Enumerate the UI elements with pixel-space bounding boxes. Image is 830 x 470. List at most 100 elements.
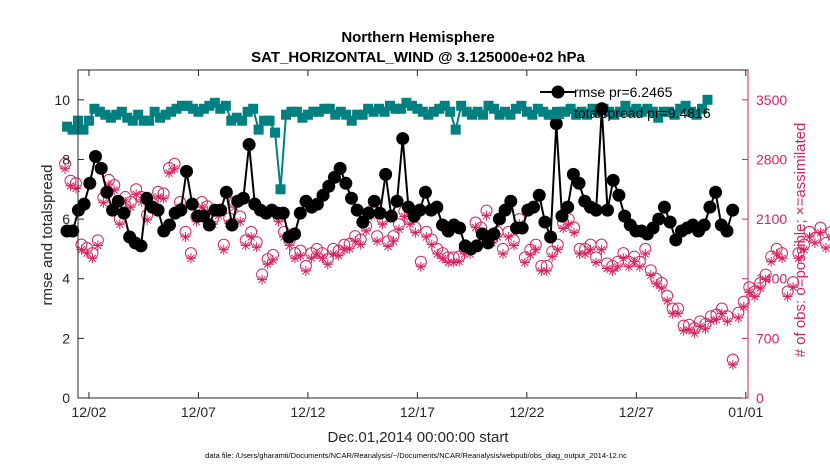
obs-marker bbox=[507, 234, 520, 251]
totalspread-point bbox=[220, 100, 231, 111]
y-axis-right: 0 700 1400 2100 2800 3500 bbox=[742, 70, 787, 406]
totalspread-point bbox=[248, 103, 259, 114]
totalspread-point bbox=[434, 103, 445, 114]
totalspread-point bbox=[215, 103, 226, 114]
totalspread-point bbox=[631, 103, 642, 114]
obs-assimilated-asterisk bbox=[541, 266, 552, 277]
obs-assimilated-asterisk bbox=[185, 253, 196, 264]
rmse-point bbox=[652, 212, 666, 226]
rmse-point bbox=[538, 215, 552, 229]
totalspread-point bbox=[401, 97, 412, 108]
rmse-point bbox=[726, 203, 740, 217]
obs-assimilated-asterisk bbox=[799, 244, 810, 255]
obs-marker bbox=[184, 247, 197, 264]
obs-assimilated-asterisk bbox=[497, 249, 508, 260]
obs-marker bbox=[825, 226, 830, 241]
y-tick-label: 6 bbox=[62, 211, 70, 227]
obs-assimilated-asterisk bbox=[229, 202, 240, 213]
totalspread-point bbox=[456, 100, 467, 111]
rmse-point bbox=[470, 239, 484, 253]
obs-assimilated-asterisk bbox=[580, 249, 591, 260]
obs-assimilated-asterisk bbox=[257, 274, 268, 285]
totalspread-point bbox=[259, 115, 270, 126]
obs-assimilated-asterisk bbox=[503, 231, 514, 242]
totalspread-point bbox=[494, 109, 505, 120]
totalspread-point bbox=[160, 109, 171, 120]
obs-assimilated-asterisk bbox=[344, 243, 355, 254]
obs-assimilated-asterisk bbox=[547, 251, 558, 262]
obs-marker bbox=[819, 236, 830, 254]
totalspread-point bbox=[527, 109, 538, 120]
obs-marker bbox=[617, 247, 630, 264]
totalspread-point bbox=[445, 106, 456, 117]
totalspread-point bbox=[669, 109, 680, 120]
obs-assimilated-asterisk bbox=[662, 295, 673, 306]
obs-assimilated-asterisk bbox=[251, 242, 262, 253]
obs-marker bbox=[496, 242, 509, 260]
rmse-point bbox=[185, 197, 199, 211]
obs-marker bbox=[327, 242, 340, 260]
obs-marker bbox=[392, 218, 405, 235]
rmse-point bbox=[487, 227, 501, 241]
rmse-point bbox=[544, 230, 558, 244]
rmse-point bbox=[430, 200, 444, 214]
rmse-point bbox=[418, 185, 432, 199]
obs-assimilated-asterisk bbox=[443, 257, 454, 268]
x-tick-label: 12/07 bbox=[181, 404, 216, 420]
totalspread-point bbox=[625, 106, 636, 117]
totalspread-point bbox=[100, 109, 111, 120]
legend-rmse-marker bbox=[551, 85, 565, 99]
totalspread-point bbox=[302, 109, 313, 120]
rmse-point bbox=[77, 197, 91, 211]
obs-marker bbox=[157, 187, 170, 204]
obs-assimilated-asterisk bbox=[481, 210, 492, 221]
obs-marker bbox=[354, 233, 367, 250]
rmse-point bbox=[288, 227, 302, 241]
obs-assimilated-asterisk bbox=[508, 240, 519, 251]
rmse-point bbox=[601, 203, 615, 217]
obs-assimilated-asterisk bbox=[695, 321, 706, 332]
totalspread-point bbox=[412, 103, 423, 114]
rmse-point bbox=[657, 200, 671, 214]
totalspread-point bbox=[155, 112, 166, 123]
rmse-point bbox=[367, 194, 381, 208]
totalspread-point bbox=[385, 100, 396, 111]
x-tick-label: 12/27 bbox=[619, 404, 654, 420]
rmse-point bbox=[339, 176, 353, 190]
rmse-point bbox=[379, 167, 393, 181]
obs-assimilated-asterisk bbox=[415, 261, 426, 272]
rmse-point bbox=[83, 176, 97, 190]
obs-assimilated-asterisk bbox=[766, 256, 777, 267]
obs-marker bbox=[759, 268, 772, 285]
rmse-point bbox=[595, 102, 609, 116]
obs-marker bbox=[70, 177, 82, 194]
totalspread-point bbox=[138, 115, 149, 126]
obs-assimilated-asterisk bbox=[716, 308, 727, 319]
obs-marker bbox=[414, 255, 427, 272]
rmse-point bbox=[94, 161, 108, 175]
totalspread-point bbox=[489, 103, 500, 114]
totalspread-point bbox=[105, 112, 116, 123]
totalspread-point bbox=[510, 103, 521, 114]
totalspread-point bbox=[177, 100, 188, 111]
obs-marker bbox=[299, 259, 312, 277]
totalspread-point bbox=[647, 106, 658, 117]
totalspread-point bbox=[543, 109, 554, 120]
obs-marker bbox=[644, 264, 657, 281]
obs-assimilated-asterisk bbox=[640, 249, 651, 260]
obs-assimilated-asterisk bbox=[246, 231, 257, 242]
obs-assimilated-asterisk bbox=[454, 256, 465, 267]
rmse-point bbox=[612, 188, 626, 202]
obs-marker bbox=[573, 242, 586, 260]
totalspread-point bbox=[521, 106, 532, 117]
y-tick-right-label: 700 bbox=[756, 330, 780, 346]
totalspread-point bbox=[483, 100, 494, 111]
totalspread-point bbox=[538, 106, 549, 117]
obs-marker bbox=[694, 315, 707, 332]
totalspread-point bbox=[111, 109, 122, 120]
obs-marker bbox=[726, 353, 739, 370]
rmse-point bbox=[532, 188, 546, 202]
rmse-point bbox=[663, 215, 677, 229]
totalspread-point bbox=[187, 103, 198, 114]
obs-assimilated-asterisk bbox=[448, 257, 459, 268]
